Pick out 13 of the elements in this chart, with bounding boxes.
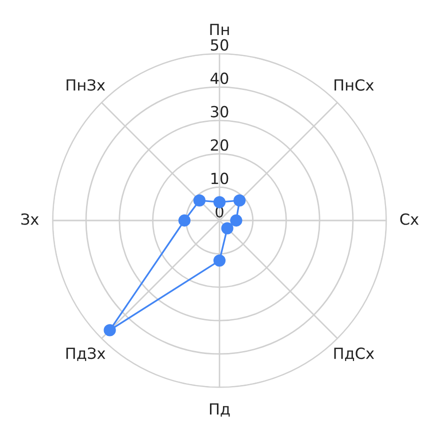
spoke-label: ПнЗх — [66, 79, 105, 91]
y-tick-label: 40 — [210, 72, 228, 84]
spoke-label: ПдЗх — [66, 348, 106, 361]
y-tick-label: 50 — [210, 39, 228, 51]
spoke-label: ПдСх — [334, 348, 374, 361]
y-tick-label: 30 — [210, 106, 228, 118]
spoke-label: Сх — [400, 213, 419, 225]
spoke-label: ПнСх — [334, 79, 374, 91]
spoke-label: Зх — [21, 213, 39, 225]
spoke-label: Пд — [210, 403, 230, 417]
y-tick-label: 10 — [211, 172, 228, 184]
spoke-label: Пн — [210, 24, 229, 35]
y-tick-label: 20 — [210, 139, 228, 151]
